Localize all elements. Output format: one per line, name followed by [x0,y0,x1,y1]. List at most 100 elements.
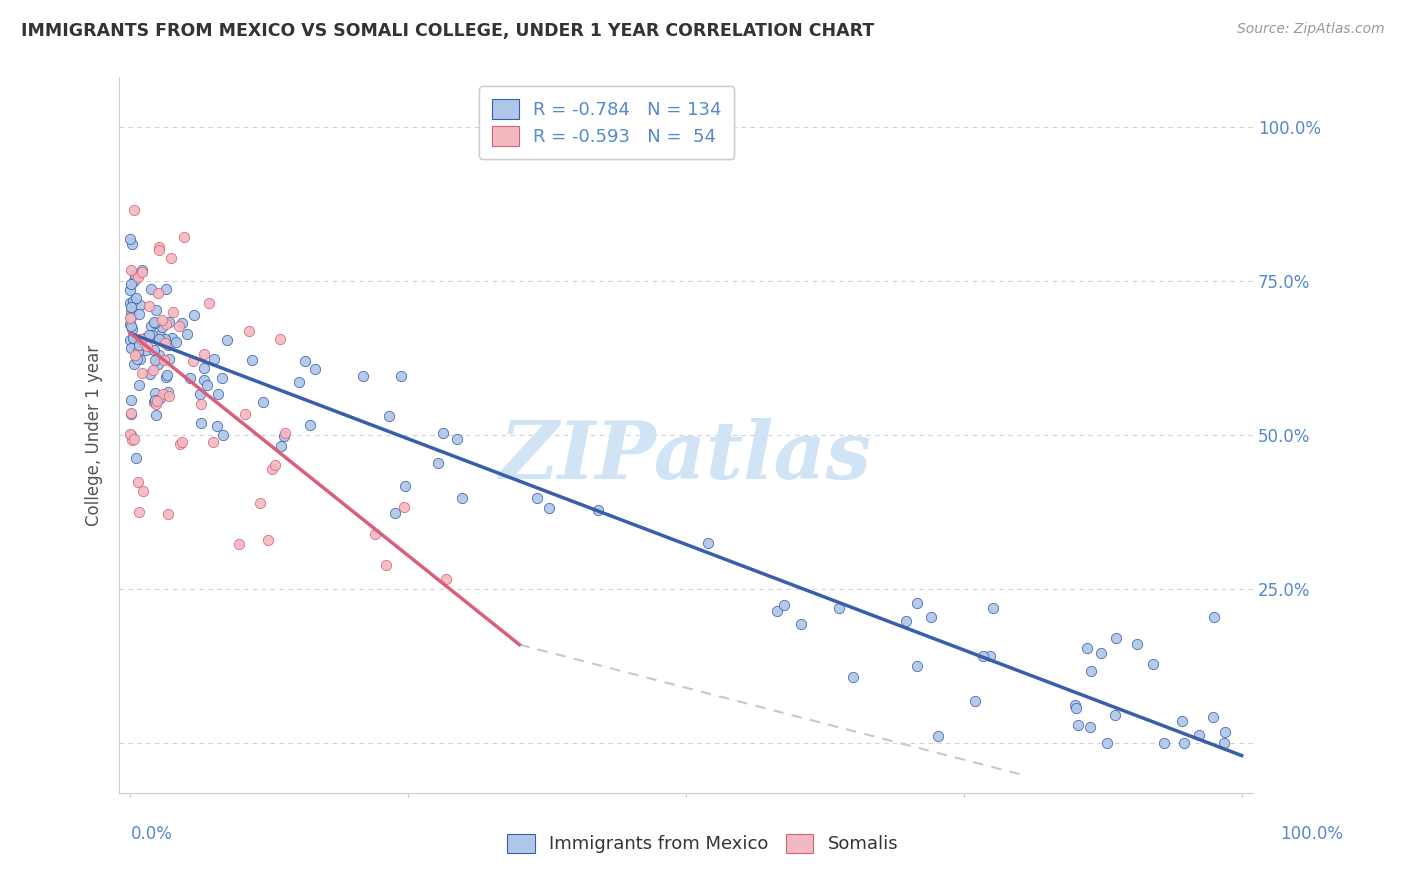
Point [1105,631,1128,645]
Point [188,387,211,401]
Point [145,408,167,422]
Point [141,318,163,333]
Point [157,338,180,352]
Point [124,268,146,282]
Point [790,616,813,631]
Point [193,361,215,376]
Point [364,527,387,541]
Point [139,282,162,296]
Point [1090,646,1112,660]
Point [963,693,986,707]
Point [135,339,157,353]
Point [142,395,165,409]
Point [270,439,292,453]
Point [145,392,167,407]
Point [160,251,183,265]
Point [128,506,150,520]
Point [588,503,610,517]
Point [252,395,274,409]
Point [165,335,187,350]
Point [148,243,170,257]
Point [128,338,150,352]
Point [179,371,201,385]
Point [249,496,271,510]
Point [120,341,142,355]
Point [228,536,250,550]
Point [150,313,173,327]
Point [146,394,169,409]
Point [1188,728,1211,742]
Point [160,331,183,345]
Point [1153,736,1175,750]
Point [120,311,142,326]
Point [920,610,942,624]
Point [153,335,176,350]
Point [120,427,142,442]
Point [149,391,172,405]
Point [157,389,180,403]
Point [193,347,215,361]
Point [145,302,167,317]
Point [972,649,994,664]
Point [927,729,949,743]
Point [176,327,198,342]
Point [1066,701,1088,715]
Point [1063,698,1085,713]
Point [202,351,225,366]
Y-axis label: College, Under 1 year: College, Under 1 year [86,344,103,525]
Point [143,317,166,331]
Point [127,475,149,489]
Point [142,343,165,357]
Point [157,315,180,329]
Point [773,598,796,612]
Point [138,328,160,343]
Point [766,604,789,618]
Text: ZIPatlas: ZIPatlas [501,417,872,495]
Legend: Immigrants from Mexico, Somalis: Immigrants from Mexico, Somalis [501,827,905,861]
Point [1076,641,1098,656]
Legend: R = -0.784   N = 134, R = -0.593   N =  54: R = -0.784 N = 134, R = -0.593 N = 54 [479,87,734,159]
Point [207,387,229,401]
Point [121,236,143,251]
Point [274,425,297,440]
Point [120,300,142,314]
Point [211,371,233,385]
Point [124,348,146,362]
Point [446,432,468,446]
Point [526,491,548,505]
Point [240,352,263,367]
Point [125,291,148,305]
Point [432,426,454,441]
Text: IMMIGRANTS FROM MEXICO VS SOMALI COLLEGE, UNDER 1 YEAR CORRELATION CHART: IMMIGRANTS FROM MEXICO VS SOMALI COLLEGE… [21,22,875,40]
Point [122,432,145,446]
Point [190,416,212,430]
Point [896,614,918,628]
Point [122,274,145,288]
Point [141,328,163,343]
Point [124,339,146,353]
Point [120,296,142,310]
Text: 100.0%: 100.0% [1279,825,1343,843]
Point [120,407,142,421]
Point [375,558,398,572]
Point [1142,657,1164,671]
Point [451,491,474,506]
Point [145,397,167,411]
Point [148,357,170,371]
Point [256,533,278,548]
Point [167,318,190,333]
Point [905,596,928,610]
Point [128,298,150,312]
Point [148,332,170,346]
Point [287,376,309,390]
Point [392,500,415,514]
Point [120,392,142,407]
Point [352,368,374,383]
Point [120,305,142,319]
Point [142,315,165,329]
Point [202,435,225,450]
Point [148,240,170,254]
Point [131,366,153,380]
Point [157,384,180,399]
Point [1126,637,1149,651]
